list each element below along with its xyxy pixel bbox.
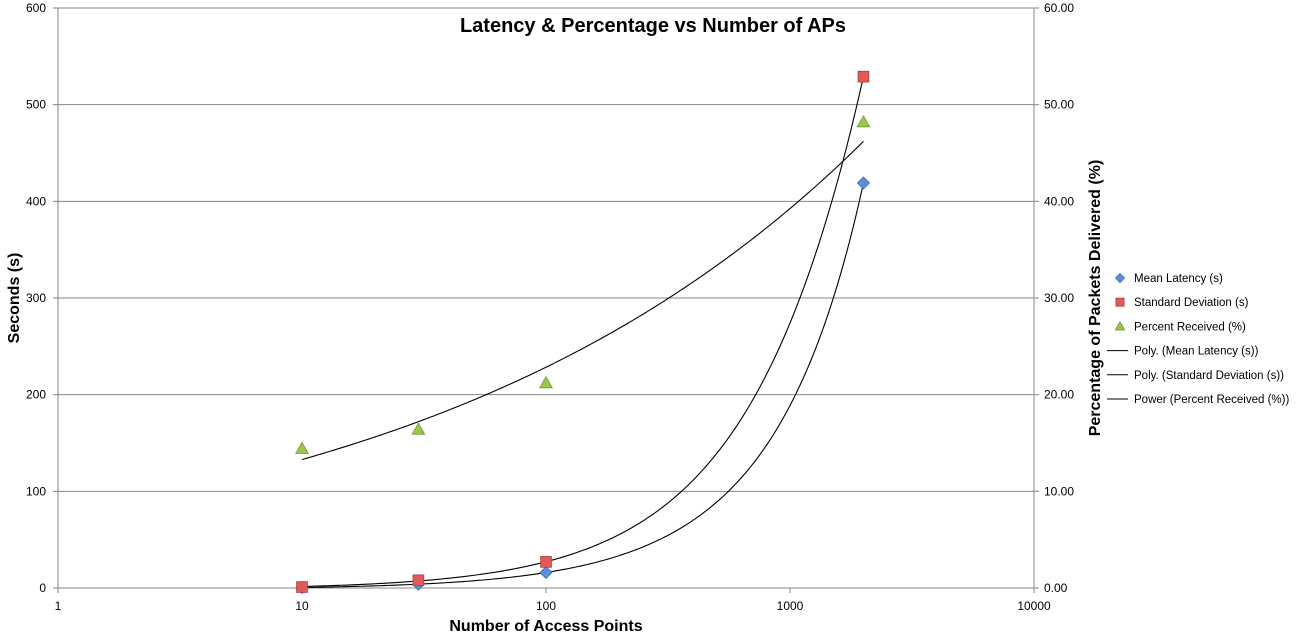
legend-marker xyxy=(1114,272,1126,284)
data-point xyxy=(856,114,871,128)
y-tick-label: 200 xyxy=(26,388,46,402)
legend-label: Standard Deviation (s) xyxy=(1134,297,1249,309)
legend-label: Mean Latency (s) xyxy=(1134,273,1223,285)
x-tick-label: 1 xyxy=(55,599,62,613)
gridlines xyxy=(58,7,1034,589)
y2-tick-label: 60.00 xyxy=(1044,1,1074,15)
data-point xyxy=(412,574,425,587)
legend-label: Poly. (Standard Deviation (s)) xyxy=(1134,370,1284,382)
y2-tick-label: 0.00 xyxy=(1044,581,1068,595)
x-tick-label: 100 xyxy=(536,599,556,613)
legend-label: Percent Received (%) xyxy=(1134,321,1246,333)
x-tick-label: 10 xyxy=(295,599,309,613)
trendline xyxy=(301,76,864,588)
y-axis-ticks: 0 100 200 300 400 500 600 xyxy=(26,1,58,595)
data-point xyxy=(857,70,870,83)
chart-title: Latency & Percentage vs Number of APs xyxy=(460,15,846,37)
data-point xyxy=(295,441,309,454)
y-tick-label: 0 xyxy=(39,581,46,595)
y2-axis-ticks: 0.00 10.00 20.00 30.00 40.00 50.00 60.00 xyxy=(1034,1,1074,595)
legend-label: Poly. (Mean Latency (s)) xyxy=(1134,346,1259,358)
x-tick-label: 1000 xyxy=(777,599,804,613)
trendline xyxy=(301,182,864,589)
legend: Mean Latency (s) Standard Deviation (s) Pe… xyxy=(1107,272,1289,406)
x-axis-title: Number of Access Points xyxy=(449,618,642,635)
y-tick-label: 500 xyxy=(26,98,46,112)
data-point xyxy=(539,565,553,580)
y2-tick-label: 40.00 xyxy=(1044,194,1074,208)
y2-tick-label: 10.00 xyxy=(1044,484,1074,498)
trendlines xyxy=(301,76,864,589)
legend-marker xyxy=(1115,297,1125,307)
y-tick-label: 400 xyxy=(26,194,46,208)
data-points xyxy=(295,70,871,595)
x-tick-label: 10000 xyxy=(1017,599,1051,613)
data-point xyxy=(539,375,553,389)
data-point xyxy=(411,422,426,435)
y-tick-label: 600 xyxy=(26,1,46,15)
data-point xyxy=(540,556,552,568)
y2-tick-label: 20.00 xyxy=(1044,388,1074,402)
legend-marker xyxy=(1114,320,1126,331)
x-axis-ticks: 1 10 100 1000 10000 xyxy=(55,588,1051,613)
y2-axis-title: Percentage of Packets Delivered (%) xyxy=(1087,160,1104,437)
y-tick-label: 100 xyxy=(26,484,46,498)
y2-tick-label: 30.00 xyxy=(1044,291,1074,305)
legend-label: Power (Percent Received (%)) xyxy=(1134,394,1289,406)
data-point xyxy=(856,176,871,190)
y-axis-title: Seconds (s) xyxy=(6,253,23,344)
data-point xyxy=(296,581,308,593)
y2-tick-label: 50.00 xyxy=(1044,98,1074,112)
y-tick-label: 300 xyxy=(26,291,46,305)
trendline xyxy=(301,140,864,461)
